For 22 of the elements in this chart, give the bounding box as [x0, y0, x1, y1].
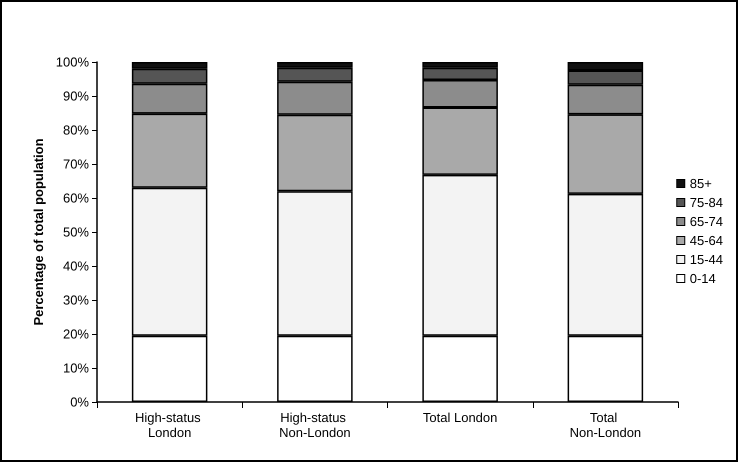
legend-label: 85+: [690, 176, 712, 191]
legend-label: 75-84: [690, 195, 723, 210]
y-tick-label: 30%: [62, 292, 90, 308]
y-tick-label: 50%: [62, 224, 90, 240]
y-tick-label: 80%: [62, 122, 90, 138]
legend-label: 15-44: [690, 252, 723, 267]
x-tick-label: High-status Non-London: [279, 410, 351, 440]
y-tick-label: 100%: [56, 54, 90, 70]
y-axis-title: Percentage of total population: [30, 138, 46, 326]
y-tick-label: 60%: [62, 190, 90, 206]
y-tick-label: 0%: [70, 394, 90, 410]
legend-label: 65-74: [690, 214, 723, 229]
y-tick-label: 90%: [62, 88, 90, 104]
y-tick-label: 40%: [62, 258, 90, 274]
x-tick-label: High-status London: [134, 410, 204, 440]
y-tick-label: 20%: [62, 326, 90, 342]
x-tick-label: Total London: [422, 410, 498, 425]
x-tick-label: Total Non-London: [570, 410, 642, 440]
legend-label: 0-14: [690, 271, 716, 286]
legend-label: 45-64: [690, 233, 723, 248]
y-tick-label: 70%: [62, 156, 90, 172]
y-tick-label: 10%: [62, 360, 90, 376]
